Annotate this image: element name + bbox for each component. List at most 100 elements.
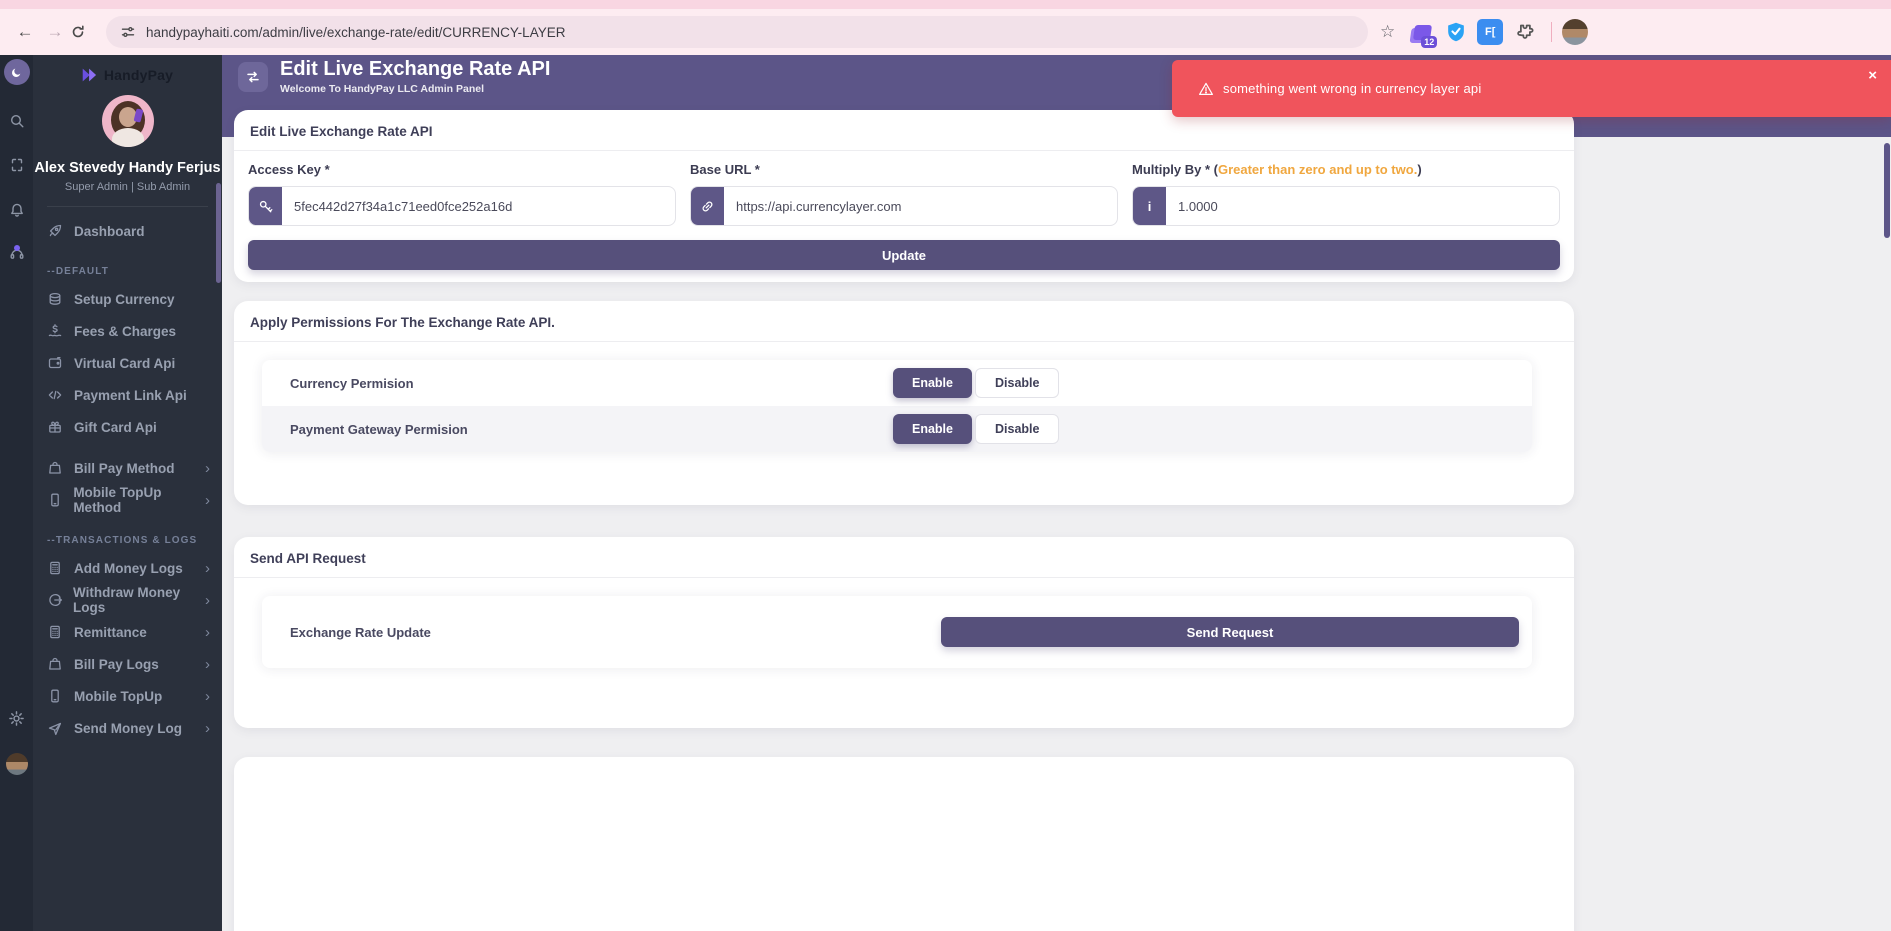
support-headset-icon[interactable] xyxy=(0,245,33,262)
site-settings-icon[interactable] xyxy=(120,24,136,40)
sidebar-item-label: Payment Link Api xyxy=(74,387,187,403)
phone-icon xyxy=(47,492,64,508)
page-title: Edit Live Exchange Rate API xyxy=(280,58,551,80)
page-scrollbar-thumb[interactable] xyxy=(1884,143,1890,238)
card-divider xyxy=(234,150,1574,151)
sidebar-item-mobile-topup-method[interactable]: Mobile TopUp Method › xyxy=(33,484,222,516)
back-button[interactable]: ← xyxy=(16,22,34,41)
send-api-request-card: Send API Request Exchange Rate Update Se… xyxy=(234,537,1574,728)
gift-icon xyxy=(47,419,65,435)
key-icon xyxy=(249,187,282,225)
coins-icon xyxy=(47,291,65,307)
extension-badge: 12 xyxy=(1421,36,1438,48)
sidebar-section-default: --DEFAULT xyxy=(47,266,109,277)
sidebar-item-bill-pay-method[interactable]: Bill Pay Method › xyxy=(33,452,222,484)
permission-row-payment-gateway: Payment Gateway Permision Enable Disable xyxy=(262,406,1532,452)
card-divider xyxy=(234,577,1574,578)
sidebar-scrollbar-thumb[interactable] xyxy=(216,183,221,283)
sidebar-item-bill-pay-logs[interactable]: Bill Pay Logs › xyxy=(33,648,222,680)
user-avatar[interactable] xyxy=(101,95,154,147)
sidebar-divider xyxy=(47,206,208,207)
url-bar[interactable]: handypayhaiti.com/admin/live/exchange-ra… xyxy=(106,16,1368,48)
bell-icon[interactable] xyxy=(0,202,33,218)
chevron-right-icon: › xyxy=(205,655,210,673)
edit-exchange-rate-card: Edit Live Exchange Rate API Access Key *… xyxy=(234,110,1574,282)
info-icon: i xyxy=(1133,187,1166,225)
gateway-enable-button[interactable]: Enable xyxy=(893,414,972,444)
multiply-by-label: Multiply By * (Greater than zero and up … xyxy=(1132,162,1422,177)
sidebar-item-label: Dashboard xyxy=(74,223,145,239)
card-heading: Send API Request xyxy=(250,551,366,566)
sidebar-item-label: Remittance xyxy=(74,624,147,640)
card-heading: Apply Permissions For The Exchange Rate … xyxy=(250,315,555,330)
page-subtitle: Welcome To HandyPay LLC Admin Panel xyxy=(280,83,485,95)
access-key-label: Access Key * xyxy=(248,162,330,177)
partial-bottom-card xyxy=(234,757,1574,931)
sidebar-item-label: Add Money Logs xyxy=(74,560,183,576)
sidebar-item-setup-currency[interactable]: Setup Currency xyxy=(33,283,222,315)
shield-extension-icon[interactable] xyxy=(1443,19,1469,45)
sidebar-item-label: Setup Currency xyxy=(74,291,175,307)
sidebar-section-transactions: --TRANSACTIONS & LOGS xyxy=(47,535,198,546)
notification-dot xyxy=(13,245,20,251)
permission-row-currency: Currency Permision Enable Disable xyxy=(262,360,1532,406)
access-key-input[interactable] xyxy=(282,187,675,225)
multiply-by-input[interactable] xyxy=(1166,187,1559,225)
f-extension-icon[interactable]: F[ xyxy=(1477,19,1504,45)
sidebar-item-fees-charges[interactable]: Fees & Charges xyxy=(33,315,222,347)
tab-strip xyxy=(0,0,1891,9)
sidebar-item-label: Send Money Log xyxy=(74,720,182,736)
base-url-input[interactable] xyxy=(724,187,1117,225)
reload-button[interactable] xyxy=(70,24,100,40)
sidebar-item-remittance[interactable]: Remittance › xyxy=(33,616,222,648)
sidebar-item-withdraw-money-logs[interactable]: Withdraw Money Logs › xyxy=(33,584,222,616)
sidebar-item-label: Gift Card Api xyxy=(74,419,157,435)
dark-mode-moon-icon[interactable] xyxy=(0,59,33,85)
permission-label: Payment Gateway Permision xyxy=(290,421,468,437)
code-icon xyxy=(47,387,65,403)
handypay-logo-text: HandyPay xyxy=(103,67,174,83)
toast-close-button[interactable]: × xyxy=(1868,67,1877,84)
send-request-button[interactable]: Send Request xyxy=(941,617,1519,647)
chevron-right-icon: › xyxy=(205,491,210,509)
currency-disable-button[interactable]: Disable xyxy=(975,368,1060,398)
sidebar-item-mobile-topup[interactable]: Mobile TopUp › xyxy=(33,680,222,712)
search-icon[interactable] xyxy=(0,113,33,129)
handypay-logo[interactable]: HandyPay xyxy=(33,55,222,83)
chevron-right-icon: › xyxy=(205,459,210,477)
gateway-disable-button[interactable]: Disable xyxy=(975,414,1060,444)
browser-profile-avatar[interactable] xyxy=(1562,19,1589,45)
base-url-field: Base URL * xyxy=(690,158,1118,226)
extensions-puzzle-icon[interactable] xyxy=(1511,19,1537,45)
bag-icon xyxy=(47,460,65,476)
rail-profile-avatar[interactable] xyxy=(0,753,33,775)
permission-label: Currency Permision xyxy=(290,375,414,391)
toolbar-divider xyxy=(1551,22,1553,42)
layout-grid-icon[interactable] xyxy=(0,157,33,173)
extension-icon-purple[interactable]: 12 xyxy=(1409,19,1438,48)
sidebar-item-send-money-log[interactable]: Send Money Log › xyxy=(33,712,222,744)
user-name: Alex Stevedy Handy Ferjus xyxy=(34,160,221,176)
link-icon xyxy=(691,187,724,225)
multiply-hint: Greater than zero and up to two. xyxy=(1217,162,1418,177)
currency-enable-button[interactable]: Enable xyxy=(893,368,972,398)
error-toast: something went wrong in currency layer a… xyxy=(1172,60,1891,117)
update-button[interactable]: Update xyxy=(248,240,1560,270)
sidebar-item-dashboard[interactable]: Dashboard xyxy=(33,215,222,247)
main-content: Edit Live Exchange Rate API Welcome To H… xyxy=(222,55,1891,931)
sidebar-item-payment-link-api[interactable]: Payment Link Api xyxy=(33,379,222,411)
gear-icon[interactable] xyxy=(0,710,33,727)
sidebar-item-gift-card-api[interactable]: Gift Card Api xyxy=(33,411,222,443)
chevron-right-icon: › xyxy=(205,719,210,737)
chevron-right-icon: › xyxy=(205,687,210,705)
request-table: Exchange Rate Update Send Request xyxy=(262,596,1532,668)
exchange-rate-update-row: Exchange Rate Update Send Request xyxy=(262,596,1532,668)
sidebar-item-add-money-logs[interactable]: Add Money Logs › xyxy=(33,552,222,584)
base-url-label: Base URL * xyxy=(690,162,760,177)
sidebar-item-virtual-card-api[interactable]: Virtual Card Api xyxy=(33,347,222,379)
bookmark-star-icon[interactable]: ☆ xyxy=(1380,22,1396,41)
bag-icon xyxy=(47,656,65,672)
url-text: handypayhaiti.com/admin/live/exchange-ra… xyxy=(146,24,566,40)
forward-button[interactable]: → xyxy=(46,22,64,41)
permissions-table: Currency Permision Enable Disable Paymen… xyxy=(262,360,1532,452)
